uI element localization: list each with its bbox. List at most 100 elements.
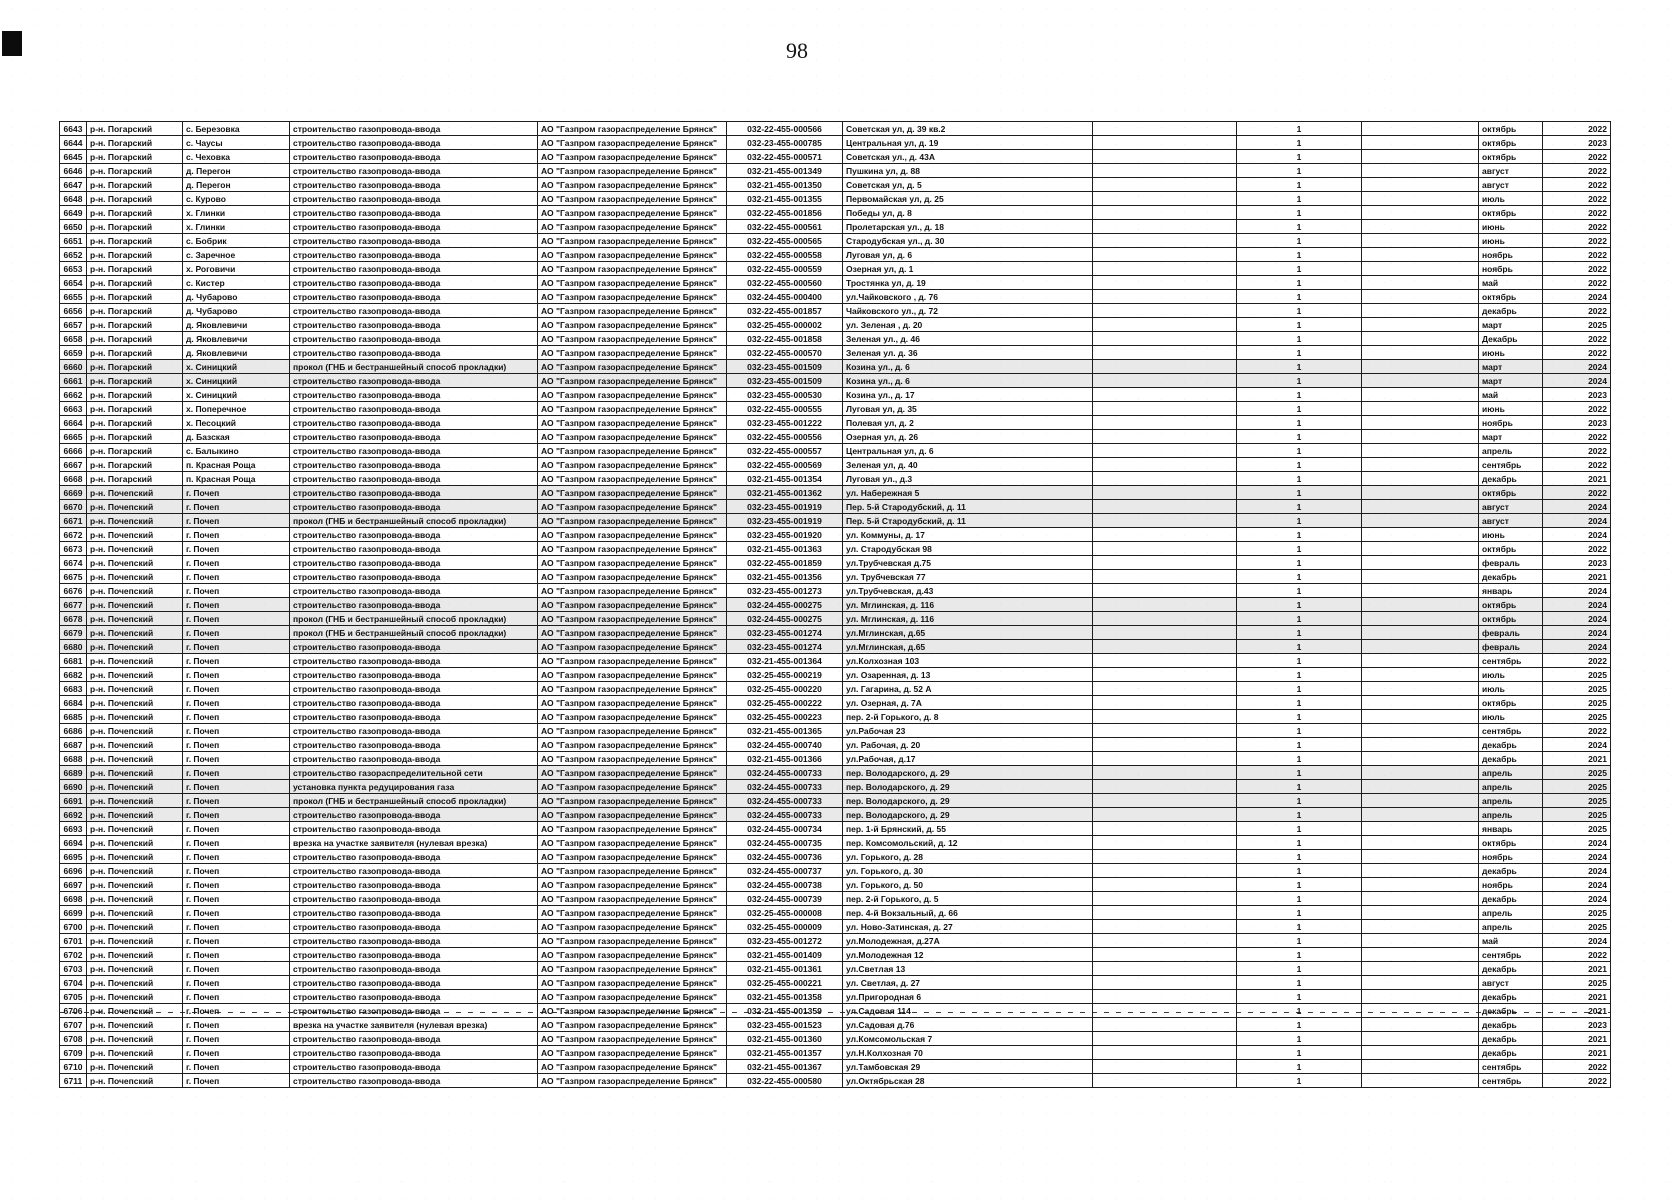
cell-settlement: х. Синицкий <box>182 387 290 402</box>
cell-district: р-н. Почепский <box>86 1003 183 1018</box>
cell-empty <box>1361 219 1479 234</box>
cell-settlement: г. Почеп <box>182 821 290 836</box>
table-row: 6653 р-н. Погарский х. Роговичи строител… <box>59 261 1611 276</box>
cell-empty <box>1092 877 1237 892</box>
cell-settlement: с. Курово <box>182 191 290 206</box>
cell-empty <box>1092 247 1237 262</box>
cell-address: Пролетарская ул., д. 18 <box>842 219 1093 234</box>
cell-empty <box>1361 289 1479 304</box>
cell-code: 032-22-455-001858 <box>726 331 843 346</box>
cell-work-type: строительство газопровода-ввода <box>289 275 538 290</box>
cell-year: 2025 <box>1542 667 1611 682</box>
cell-year: 2023 <box>1542 1017 1611 1032</box>
cell-organization: АО "Газпром газораспределение Брянск" <box>537 961 727 976</box>
cell-empty <box>1361 205 1479 220</box>
cell-address: пер. 2-й Горького, д. 5 <box>842 891 1093 906</box>
cell-year: 2022 <box>1542 233 1611 248</box>
cell-code: 032-23-455-001509 <box>726 373 843 388</box>
cell-organization: АО "Газпром газораспределение Брянск" <box>537 401 727 416</box>
cell-number: 6689 <box>59 765 87 780</box>
table-row: 6703 р-н. Почепский г. Почеп строительст… <box>59 961 1611 976</box>
cell-empty <box>1092 345 1237 360</box>
cell-year: 2022 <box>1542 163 1611 178</box>
table-row: 6660 р-н. Погарский х. Синицкий прокол (… <box>59 359 1611 374</box>
cell-empty <box>1092 149 1237 164</box>
cell-year: 2022 <box>1542 947 1611 962</box>
cell-address: ул. Ново-Затинская, д. 27 <box>842 919 1093 934</box>
cell-empty <box>1092 359 1237 374</box>
table-row: 6684 р-н. Почепский г. Почеп строительст… <box>59 695 1611 710</box>
cell-address: Тростянка ул, д. 19 <box>842 275 1093 290</box>
cell-quantity: 1 <box>1236 135 1362 150</box>
cell-district: р-н. Погарский <box>86 191 183 206</box>
table-row: 6704 р-н. Почепский г. Почеп строительст… <box>59 975 1611 990</box>
cell-district: р-н. Погарский <box>86 135 183 150</box>
cell-district: р-н. Погарский <box>86 429 183 444</box>
cell-empty <box>1361 1031 1479 1046</box>
cell-code: 032-21-455-001356 <box>726 569 843 584</box>
table-row: 6700 р-н. Почепский г. Почеп строительст… <box>59 919 1611 934</box>
cell-quantity: 1 <box>1236 625 1362 640</box>
cell-quantity: 1 <box>1236 163 1362 178</box>
cell-number: 6667 <box>59 457 87 472</box>
cell-organization: АО "Газпром газораспределение Брянск" <box>537 471 727 486</box>
cell-year: 2024 <box>1542 933 1611 948</box>
cell-year: 2024 <box>1542 373 1611 388</box>
cell-work-type: строительство газопровода-ввода <box>289 821 538 836</box>
cell-empty <box>1092 779 1237 794</box>
cell-district: р-н. Погарский <box>86 289 183 304</box>
cell-settlement: д. Чубарово <box>182 303 290 318</box>
cell-district: р-н. Почепский <box>86 1073 183 1088</box>
cell-month: август <box>1478 499 1543 514</box>
cell-address: Центральная ул, д. 19 <box>842 135 1093 150</box>
cell-code: 032-21-455-001366 <box>726 751 843 766</box>
cell-organization: АО "Газпром газораспределение Брянск" <box>537 247 727 262</box>
cell-address: пер. Комсомольский, д. 12 <box>842 835 1093 850</box>
cell-quantity: 1 <box>1236 849 1362 864</box>
cell-empty <box>1092 191 1237 206</box>
cell-organization: АО "Газпром газораспределение Брянск" <box>537 569 727 584</box>
cell-empty <box>1361 261 1479 276</box>
cell-settlement: д. Перегон <box>182 177 290 192</box>
cell-code: 032-25-455-000002 <box>726 317 843 332</box>
cell-year: 2025 <box>1542 317 1611 332</box>
cell-year: 2024 <box>1542 611 1611 626</box>
cell-work-type: строительство газопровода-ввода <box>289 597 538 612</box>
cell-month: июнь <box>1478 527 1543 542</box>
cell-settlement: г. Почеп <box>182 807 290 822</box>
table-row: 6691 р-н. Почепский г. Почеп прокол (ГНБ… <box>59 793 1611 808</box>
cell-settlement: г. Почеп <box>182 597 290 612</box>
table-row: 6652 р-н. Погарский с. Заречное строител… <box>59 247 1611 262</box>
cell-month: июль <box>1478 681 1543 696</box>
cell-empty <box>1092 919 1237 934</box>
cell-settlement: г. Почеп <box>182 989 290 1004</box>
cell-month: октябрь <box>1478 835 1543 850</box>
cell-month: август <box>1478 177 1543 192</box>
cell-code: 032-23-455-001274 <box>726 625 843 640</box>
cell-district: р-н. Почепский <box>86 947 183 962</box>
cell-empty <box>1361 989 1479 1004</box>
cell-settlement: х. Синицкий <box>182 359 290 374</box>
cell-number: 6683 <box>59 681 87 696</box>
cell-address: Зеленая ул., д. 46 <box>842 331 1093 346</box>
cell-empty <box>1092 765 1237 780</box>
cell-empty <box>1092 611 1237 626</box>
cell-empty <box>1361 961 1479 976</box>
cell-month: октябрь <box>1478 121 1543 136</box>
cell-work-type: строительство газопровода-ввода <box>289 989 538 1004</box>
cell-quantity: 1 <box>1236 1073 1362 1088</box>
cell-empty <box>1361 303 1479 318</box>
cell-number: 6699 <box>59 905 87 920</box>
cell-work-type: строительство газопровода-ввода <box>289 345 538 360</box>
cell-year: 2021 <box>1542 989 1611 1004</box>
cell-empty <box>1361 457 1479 472</box>
cell-organization: АО "Газпром газораспределение Брянск" <box>537 429 727 444</box>
cell-year: 2021 <box>1542 1045 1611 1060</box>
cell-address: ул. Горького, д. 50 <box>842 877 1093 892</box>
cell-year: 2024 <box>1542 583 1611 598</box>
cell-quantity: 1 <box>1236 373 1362 388</box>
table-row: 6698 р-н. Почепский г. Почеп строительст… <box>59 891 1611 906</box>
cell-empty <box>1361 905 1479 920</box>
cell-code: 032-24-455-000733 <box>726 779 843 794</box>
cell-settlement: с. Балыкино <box>182 443 290 458</box>
